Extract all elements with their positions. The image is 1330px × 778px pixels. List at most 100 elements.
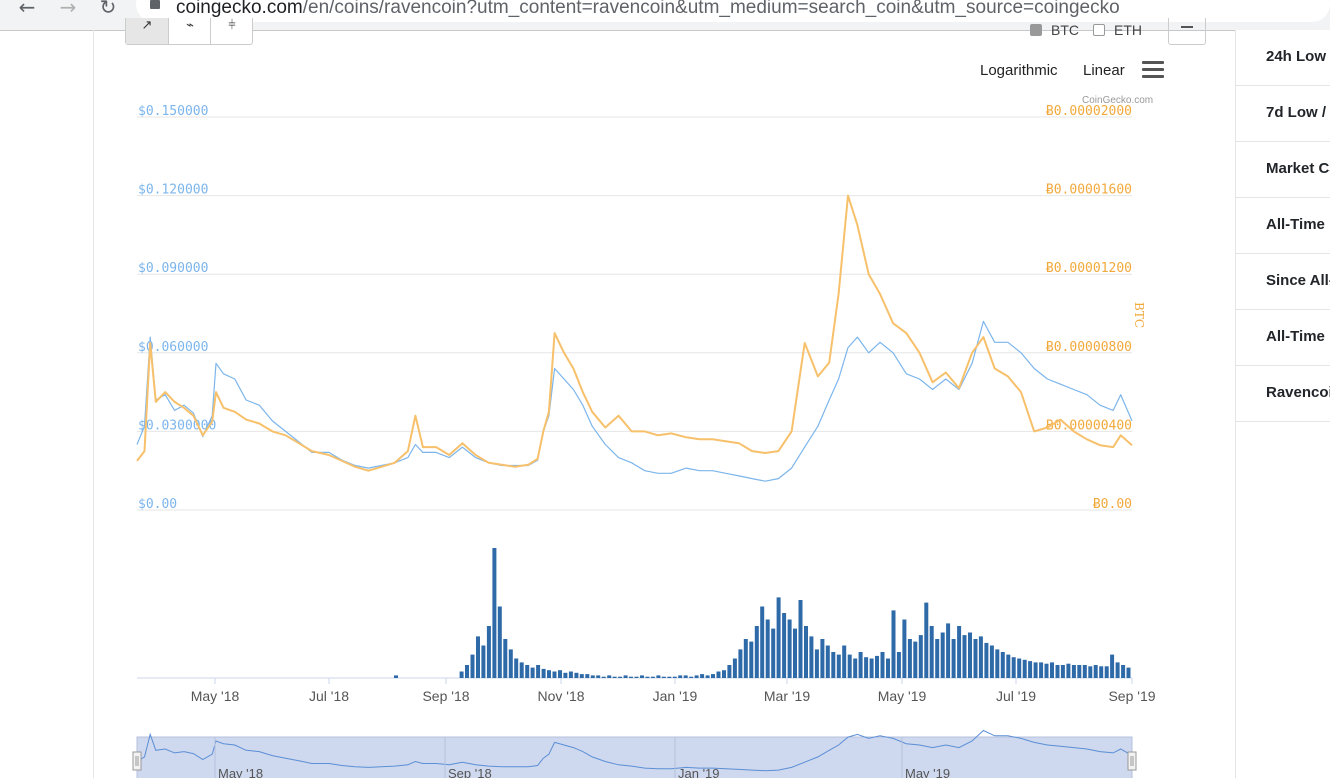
volume-bar	[645, 676, 650, 678]
page-divider	[93, 30, 94, 778]
navigator-left-handle[interactable]	[132, 751, 142, 771]
volume-bar	[722, 670, 726, 678]
volume-bar	[1055, 665, 1060, 678]
url-text[interactable]: coingecko.com/en/coins/ravencoin?utm_con…	[176, 0, 1120, 18]
volume-bar	[853, 658, 858, 678]
volume-bar	[563, 672, 568, 678]
volume-bar	[1022, 659, 1027, 678]
volume-bar	[787, 619, 792, 678]
volume-bar	[1006, 654, 1011, 678]
navigator-right-handle[interactable]	[1127, 751, 1137, 771]
candlestick-tool-icon[interactable]: ⫩	[228, 18, 236, 33]
volume-bar	[749, 641, 754, 678]
navigator-series	[136, 729, 1133, 772]
volume-bar	[1039, 662, 1044, 678]
volume-bar	[886, 658, 890, 678]
volume-bar	[864, 657, 869, 678]
navigator-tick-label: May '18	[218, 766, 263, 778]
volume-bar	[896, 652, 901, 678]
navigator-tick-label: May '19	[905, 766, 950, 778]
arrow-right-icon[interactable]: →	[59, 0, 77, 19]
fullscreen-icon	[1181, 26, 1193, 30]
volume-bar	[771, 628, 776, 678]
volume-bar	[503, 639, 508, 678]
arrow-left-icon[interactable]: ←	[18, 0, 36, 19]
browser-bar: ← → ↻ coingecko.com/en/coins/ravencoin?u…	[0, 0, 1330, 31]
volume-bar	[1060, 665, 1065, 678]
x-tick-label: Jul '18	[309, 688, 349, 704]
linear-scale-button[interactable]: Linear	[1083, 62, 1125, 79]
x-tick-label: Jul '19	[996, 688, 1036, 704]
volume-bar	[1000, 652, 1005, 678]
volume-bar	[667, 676, 672, 678]
volume-bar	[946, 623, 951, 678]
logarithmic-scale-button[interactable]: Logarithmic	[980, 62, 1058, 79]
fullscreen-button[interactable]	[1168, 18, 1206, 45]
volume-bar	[492, 548, 497, 678]
volume-bar	[765, 619, 770, 678]
volume-bar	[820, 639, 825, 678]
volume-bar	[962, 635, 967, 678]
volume-bar	[1044, 663, 1049, 678]
volume-bar	[536, 665, 541, 678]
volume-bar	[847, 654, 852, 678]
volume-bar	[672, 676, 677, 678]
volume-bar	[716, 671, 721, 678]
volume-bar	[907, 639, 912, 678]
volume-bar	[836, 654, 841, 678]
volume-bar	[612, 676, 617, 678]
x-tick-label: Nov '18	[537, 688, 584, 704]
volume-bar	[1126, 667, 1131, 678]
volume-bar	[973, 639, 978, 678]
y-right-tick-label: Ƀ0.00000400	[1046, 418, 1132, 433]
volume-bar	[842, 645, 847, 678]
volume-bar	[1099, 666, 1104, 678]
volume-bar	[623, 675, 628, 678]
navigator-window	[136, 736, 1133, 778]
stats-row-all-time-low: All-Time Low	[1236, 310, 1330, 366]
volume-bar	[782, 613, 787, 678]
volume-bar	[1110, 654, 1115, 678]
line-chart-tool-icon[interactable]: ⌁	[186, 18, 194, 33]
address-bar[interactable]	[136, 0, 1330, 22]
volume-bar	[924, 602, 929, 678]
volume-bar	[776, 597, 781, 678]
reload-icon[interactable]: ↻	[99, 0, 117, 19]
x-tick-label: Sep '19	[1108, 688, 1155, 704]
volume-bar	[1115, 662, 1120, 678]
volume-bar	[541, 668, 546, 678]
volume-bar	[525, 665, 530, 678]
volume-bar	[618, 676, 623, 678]
x-tick-label: May '18	[191, 688, 240, 704]
volume-bar	[530, 667, 535, 678]
volume-bar	[552, 671, 557, 678]
stats-panel: 24h Low / 24h High 7d Low / 7d High Mark…	[1235, 30, 1330, 778]
volume-bar	[793, 628, 797, 678]
compare-eth-checkbox[interactable]	[1093, 24, 1105, 36]
volume-bar	[880, 652, 885, 678]
volume-bar	[918, 635, 923, 678]
volume-bar	[858, 652, 863, 678]
lock-icon	[150, 0, 160, 9]
volume-bar	[1066, 663, 1071, 678]
volume-bar	[1093, 665, 1098, 678]
volume-bar	[989, 645, 994, 678]
x-tick-label: Mar '19	[764, 688, 810, 704]
chart-credit[interactable]: CoinGecko.com	[1082, 95, 1154, 106]
volume-bar	[814, 649, 819, 678]
y-left-tick-label: $0.060000	[138, 340, 208, 355]
volume-bar	[481, 645, 486, 678]
volume-bar	[804, 626, 808, 678]
volume-bar	[940, 632, 945, 678]
y-right-tick-label: Ƀ0.00000800	[1046, 340, 1132, 355]
y-left-tick-label: $0.090000	[138, 261, 208, 276]
volume-bar	[661, 676, 666, 678]
volume-bar	[590, 675, 595, 678]
zoom-tool-icon[interactable]: ↗	[126, 18, 168, 44]
chart-menu-icon[interactable]	[1142, 61, 1164, 79]
volume-bar	[929, 626, 934, 678]
volume-bar	[732, 658, 737, 678]
volume-bar	[727, 665, 732, 678]
compare-btc-checkbox[interactable]	[1030, 24, 1042, 36]
